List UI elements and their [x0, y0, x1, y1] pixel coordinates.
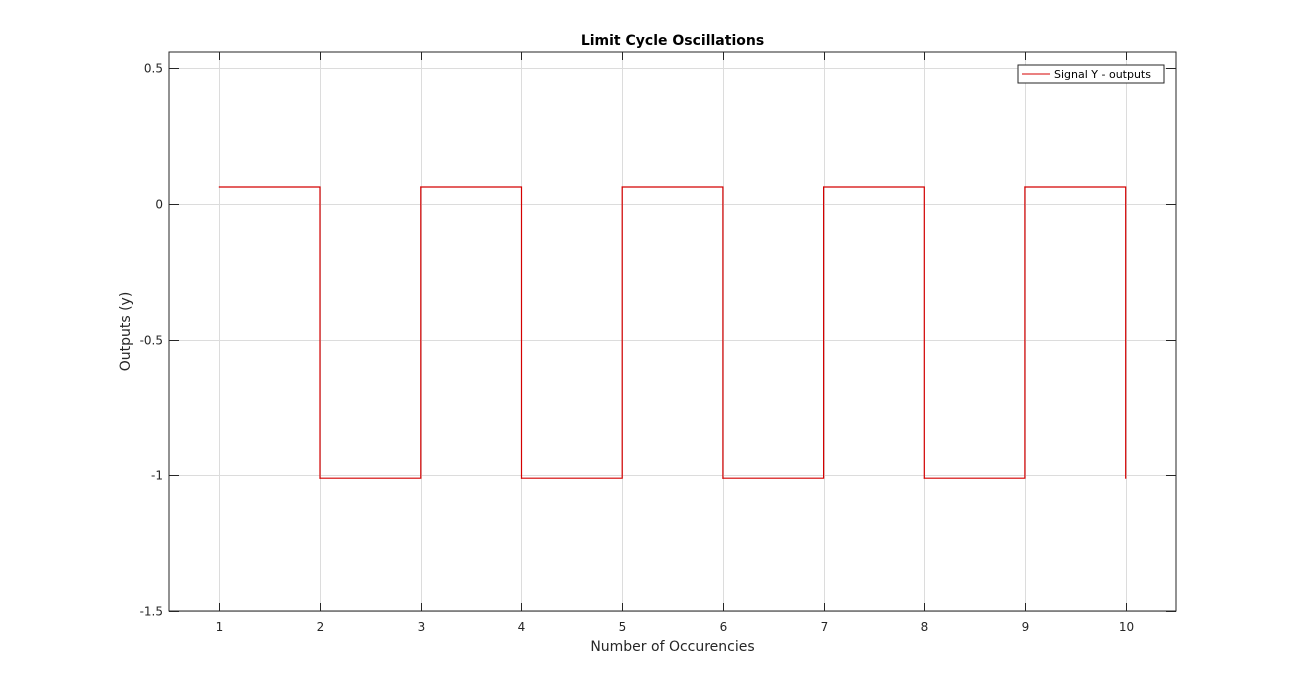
series-layer	[218, 186, 1127, 479]
y-tick-label: 0.5	[144, 62, 163, 76]
data-point	[1024, 186, 1026, 188]
series-line-0	[219, 186, 1127, 479]
data-point	[1125, 477, 1127, 479]
x-tick-label: 10	[1119, 620, 1134, 634]
x-tick-label: 7	[821, 620, 829, 634]
data-point	[722, 477, 724, 479]
y-tick-label: -0.5	[140, 334, 163, 348]
x-tick-labels: 1 2 3 4 5 6 7 8 9 10	[216, 620, 1134, 634]
x-tick-label: 1	[216, 620, 224, 634]
x-tick-label: 2	[317, 620, 325, 634]
y-axis-label: Outputs (y)	[118, 292, 134, 372]
y-tick-labels: 0.5 0 -0.5 -1 -1.5	[140, 62, 163, 619]
data-point	[420, 186, 422, 188]
y-tick-label: -1.5	[140, 605, 163, 619]
y-tick-label: 0	[155, 198, 163, 212]
data-point	[923, 477, 925, 479]
data-point	[520, 477, 523, 479]
plot-frame	[168, 51, 1177, 612]
data-point	[823, 186, 825, 188]
x-tick-label: 5	[619, 620, 627, 634]
legend-label: Signal Y - outputs	[1054, 68, 1151, 81]
chart-title: Limit Cycle Oscillations	[581, 33, 764, 49]
x-tick-label: 6	[720, 620, 728, 634]
x-tick-label: 4	[518, 620, 526, 634]
y-tick-label: -1	[151, 469, 163, 483]
plot-area	[169, 52, 1176, 611]
x-tick-label: 9	[1022, 620, 1030, 634]
legend: Signal Y - outputs	[1017, 64, 1165, 84]
legend-box	[1017, 64, 1165, 84]
x-tick-label: 3	[418, 620, 426, 634]
data-point	[319, 477, 321, 479]
data-point	[218, 186, 220, 188]
x-tick-label: 8	[921, 620, 929, 634]
data-point	[621, 186, 623, 188]
axis-ticks	[169, 52, 1176, 612]
x-axis-label: Number of Occurencies	[590, 639, 754, 655]
